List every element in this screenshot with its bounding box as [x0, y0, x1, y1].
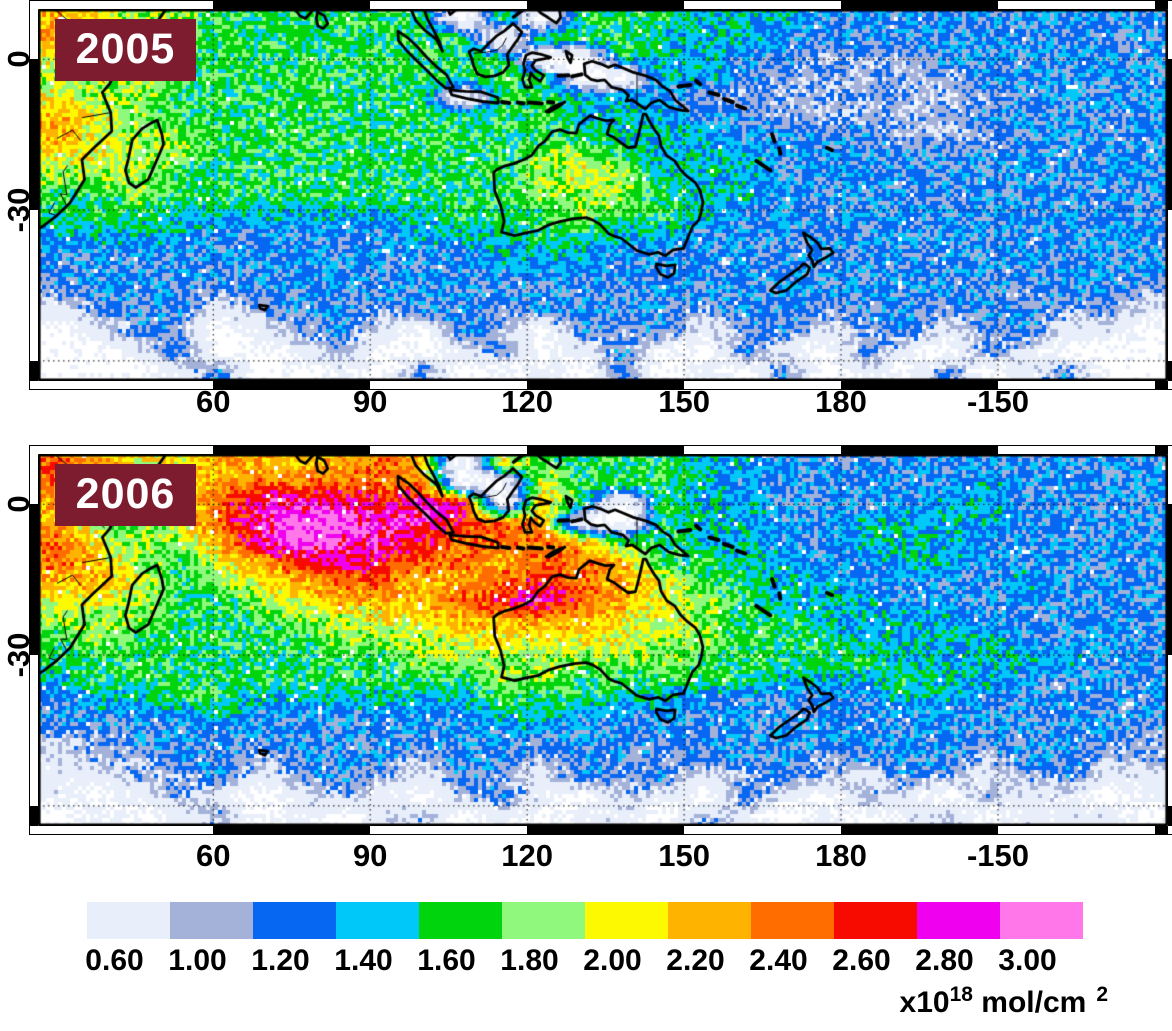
units-exponent-2: 2	[1096, 983, 1108, 1006]
lon-tick-label-120: 120	[501, 384, 554, 419]
units-unit: mol/cm	[981, 986, 1087, 1019]
frame-bar-top	[527, 0, 685, 9]
year-badge-2005: 2005	[55, 19, 196, 81]
colorbar-segment-2.60	[834, 902, 917, 939]
colorbar-segment-1.80	[502, 902, 585, 939]
colorbar-label-3.00: 3.00	[998, 944, 1057, 977]
colorbar-segment-2.00	[585, 902, 668, 939]
frame-bar-right	[1168, 805, 1172, 826]
lon-axis-labels-2006: 60 90 120 150 180 -150	[0, 838, 1172, 882]
colorbar-label-1.80: 1.80	[500, 944, 559, 977]
map-panel-2005: 2005	[29, 0, 1172, 390]
units-label: x1018 mol/cm 2	[900, 983, 1108, 1020]
lat-tick-label--30-map1: -30	[1, 632, 36, 678]
units-prefix: x10	[899, 986, 950, 1019]
lon-tick-label-60: 60	[196, 384, 231, 419]
lon-tick-label-90: 90	[352, 838, 388, 873]
lon-axis-labels-2005: 60 90 120 150 180 -150	[0, 384, 1172, 428]
frame-bar-top	[1154, 445, 1168, 454]
frame-bar-bottom	[1154, 826, 1168, 835]
lat-tick-label-0-map0: 0	[1, 50, 36, 68]
colorbar-label-1.40: 1.40	[334, 944, 393, 977]
colorbar-label-1.60: 1.60	[417, 944, 476, 977]
colorbar-segment-2.80	[917, 902, 1000, 939]
frame-bar-right	[1168, 360, 1172, 381]
colorbar-segment-1.00	[170, 902, 253, 939]
frame-bar-top	[527, 445, 685, 454]
lon-tick-label-180: 180	[815, 384, 867, 419]
colorbar-segment-2.20	[668, 902, 751, 939]
lon-tick-label-90: 90	[352, 384, 388, 419]
colorbar-label-1.20: 1.20	[251, 944, 310, 977]
frame-bar-left	[29, 805, 38, 826]
frame-bar-bottom	[213, 381, 371, 390]
frame-bar-bottom	[841, 826, 998, 835]
frame-bar-right	[1168, 504, 1172, 656]
colorbar-label-2.20: 2.20	[666, 944, 725, 977]
lat-tick-label-0-map1: 0	[1, 495, 36, 513]
frame-bar-left	[29, 360, 38, 381]
lon-tick-label--150: -150	[966, 384, 1029, 419]
year-badge-2006: 2006	[55, 464, 196, 526]
colorbar-segment-0.60	[87, 902, 170, 939]
frame-bar-top	[213, 445, 371, 454]
colorbar-segment-1.40	[336, 902, 419, 939]
frame-bar-right	[1168, 59, 1172, 211]
colorbar-label-2.80: 2.80	[915, 944, 974, 977]
lon-tick-label-150: 150	[658, 384, 710, 419]
lon-tick-label-180: 180	[815, 838, 867, 873]
colorbar	[87, 902, 1083, 939]
lon-tick-label-60: 60	[196, 838, 231, 873]
frame-bar-left	[29, 504, 38, 656]
frame-bar-bottom	[1154, 381, 1168, 390]
colorbar-labels: 0.60 1.00 1.20 1.40 1.60 1.80 2.00 2.20 2.40 2.60…	[73, 944, 1069, 978]
frame-bar-top	[841, 445, 998, 454]
colorbar-label-0.60: 0.60	[85, 944, 144, 977]
lon-tick-label-150: 150	[658, 838, 710, 873]
frame-bar-bottom	[213, 826, 371, 835]
lat-tick-label--30-map0: -30	[1, 187, 36, 233]
colorbar-segment-1.20	[253, 902, 336, 939]
map-canvas-2006	[38, 454, 1168, 826]
frame-bar-top	[841, 0, 998, 9]
colorbar-label-2.00: 2.00	[583, 944, 642, 977]
colorbar-label-2.40: 2.40	[749, 944, 808, 977]
colorbar-label-2.60: 2.60	[832, 944, 891, 977]
colorbar-label-1.00: 1.00	[168, 944, 227, 977]
lon-tick-label-120: 120	[501, 838, 554, 873]
units-exponent-18: 18	[949, 983, 973, 1006]
frame-bar-bottom	[841, 381, 998, 390]
frame-bar-bottom	[527, 826, 685, 835]
map-canvas-2005	[38, 9, 1168, 381]
frame-bar-top	[1154, 0, 1168, 9]
colorbar-segment-3.00	[1000, 902, 1083, 939]
colorbar-segment-1.60	[419, 902, 502, 939]
frame-bar-left	[29, 59, 38, 211]
frame-bar-bottom	[527, 381, 685, 390]
lon-tick-label--150: -150	[966, 838, 1029, 873]
frame-bar-top	[213, 0, 371, 9]
colorbar-segment-2.40	[751, 902, 834, 939]
map-panel-2006: 2006	[29, 445, 1172, 835]
